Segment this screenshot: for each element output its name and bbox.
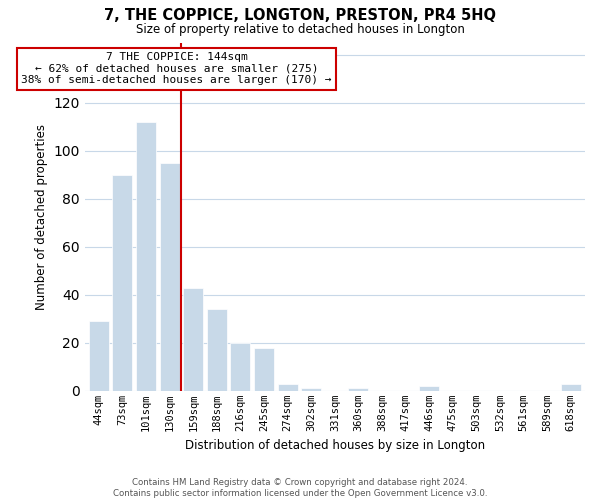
Bar (561, 384, 581, 391)
Bar (207, 309, 227, 391)
Y-axis label: Number of detached properties: Number of detached properties (35, 124, 48, 310)
Bar (301, 388, 321, 391)
X-axis label: Distribution of detached houses by size in Longton: Distribution of detached houses by size … (185, 440, 485, 452)
Text: Contains HM Land Registry data © Crown copyright and database right 2024.
Contai: Contains HM Land Registry data © Crown c… (113, 478, 487, 498)
Bar (349, 388, 368, 391)
Bar (183, 288, 203, 391)
Text: Size of property relative to detached houses in Longton: Size of property relative to detached ho… (136, 22, 464, 36)
Bar (89, 321, 109, 391)
Bar (254, 348, 274, 391)
Text: 7, THE COPPICE, LONGTON, PRESTON, PR4 5HQ: 7, THE COPPICE, LONGTON, PRESTON, PR4 5H… (104, 8, 496, 22)
Bar (278, 384, 298, 391)
Text: 7 THE COPPICE: 144sqm
← 62% of detached houses are smaller (275)
38% of semi-det: 7 THE COPPICE: 144sqm ← 62% of detached … (22, 52, 332, 86)
Bar (419, 386, 439, 391)
Bar (160, 162, 179, 391)
Bar (136, 122, 156, 391)
Bar (230, 343, 250, 391)
Bar (112, 174, 133, 391)
